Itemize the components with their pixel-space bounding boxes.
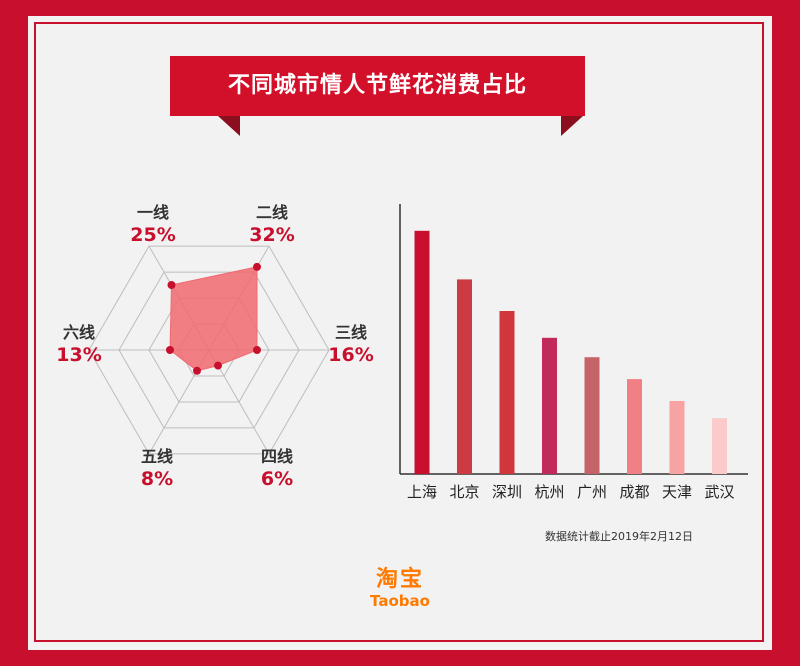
radar-point-3	[253, 346, 261, 354]
radar-axis-name: 二线	[255, 203, 288, 222]
radar-point-1	[167, 281, 176, 289]
taobao-logo: 淘宝 Taobao	[360, 567, 440, 611]
x-tick-label-3: 深圳	[492, 483, 522, 501]
banner-fold-left	[218, 116, 240, 136]
radar-axis-name: 六线	[62, 323, 95, 342]
banner-fold-right	[561, 116, 583, 136]
title-banner	[170, 56, 585, 116]
radar-axis-value: 6%	[260, 468, 294, 490]
bar-7	[669, 401, 685, 474]
radar-axis-label-2: 二线 32%	[227, 202, 317, 246]
radar-axis-value: 8%	[140, 468, 174, 490]
x-tick-label-6: 成都	[619, 483, 649, 501]
radar-axis-value: 13%	[56, 344, 102, 366]
bar-3	[499, 311, 515, 474]
radar-point-2	[253, 262, 261, 271]
radar-axis-name: 四线	[260, 447, 293, 466]
footnote: 数据统计截止2019年2月12日	[545, 530, 693, 543]
logo-cn: 淘宝	[375, 567, 424, 592]
radar-axis-label-4: 四线 6%	[232, 446, 322, 490]
bar-6	[627, 379, 642, 474]
bar-8	[712, 418, 727, 474]
bar-5	[584, 357, 600, 474]
radar-axis-label-1: 一线 25%	[108, 202, 198, 246]
x-tick-label-2: 北京	[449, 483, 479, 501]
radar-axis-value: 16%	[328, 344, 374, 366]
radar-point-6	[166, 346, 174, 354]
radar-axis-value: 25%	[130, 224, 176, 246]
radar-axis-label-3: 三线 16%	[306, 322, 396, 366]
bar-4	[542, 337, 557, 474]
radar-point-5	[193, 366, 201, 375]
radar-axis-name: 五线	[140, 447, 173, 466]
x-tick-label-7: 天津	[662, 483, 692, 501]
radar-point-4	[214, 361, 222, 370]
radar-axis-value: 32%	[249, 224, 295, 246]
radar-axis-name: 三线	[334, 323, 367, 342]
page-title: 不同城市情人节鲜花消费占比	[227, 73, 527, 98]
x-tick-label-8: 武汉	[704, 483, 734, 501]
logo-en: Taobao	[370, 592, 430, 610]
radar-axis-name: 一线	[136, 203, 169, 222]
x-tick-label-5: 广州	[577, 483, 607, 501]
x-tick-label-1: 上海	[407, 483, 437, 501]
radar-axis-label-6: 六线 13%	[34, 322, 124, 366]
radar-axis-label-5: 五线 8%	[112, 446, 202, 490]
x-tick-label-4: 杭州	[534, 483, 564, 501]
bar-2	[457, 279, 472, 474]
bar-1	[414, 230, 430, 474]
